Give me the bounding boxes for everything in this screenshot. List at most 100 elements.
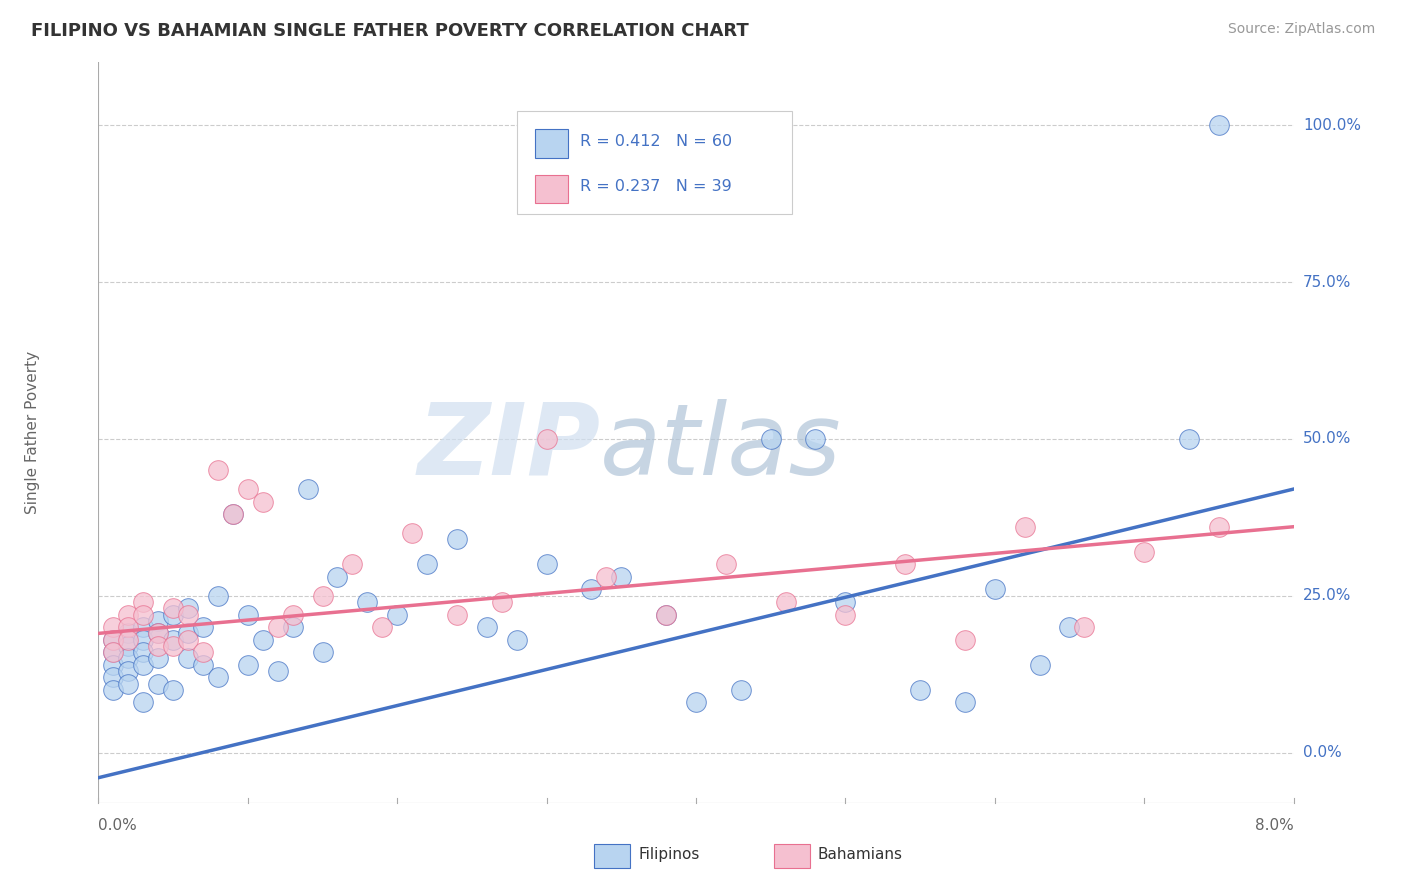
Point xyxy=(162,607,184,622)
Point xyxy=(177,651,200,665)
Text: R = 0.237   N = 39: R = 0.237 N = 39 xyxy=(581,179,731,194)
Point xyxy=(222,507,245,521)
Point xyxy=(267,664,290,678)
Point xyxy=(342,558,364,572)
Point xyxy=(475,620,498,634)
Point xyxy=(236,657,259,672)
FancyBboxPatch shape xyxy=(773,844,810,868)
Text: 75.0%: 75.0% xyxy=(1303,275,1351,290)
Point xyxy=(132,607,155,622)
Point xyxy=(775,595,797,609)
Point xyxy=(117,676,139,690)
FancyBboxPatch shape xyxy=(534,129,568,158)
Point xyxy=(117,632,139,647)
Point xyxy=(162,601,184,615)
Point xyxy=(191,657,214,672)
Point xyxy=(1133,545,1156,559)
Point xyxy=(446,607,468,622)
Point xyxy=(117,620,139,634)
Point xyxy=(207,463,229,477)
Point xyxy=(132,695,155,709)
Point xyxy=(207,589,229,603)
Point xyxy=(356,595,378,609)
Point xyxy=(401,526,423,541)
Point xyxy=(655,607,678,622)
Point xyxy=(177,601,200,615)
Text: FILIPINO VS BAHAMIAN SINGLE FATHER POVERTY CORRELATION CHART: FILIPINO VS BAHAMIAN SINGLE FATHER POVER… xyxy=(31,22,748,40)
Point xyxy=(177,632,200,647)
Point xyxy=(162,682,184,697)
Point xyxy=(103,645,125,659)
Point xyxy=(132,620,155,634)
Point xyxy=(132,632,155,647)
Point xyxy=(117,664,139,678)
Text: 25.0%: 25.0% xyxy=(1303,588,1351,603)
Point xyxy=(491,595,513,609)
Point xyxy=(834,595,856,609)
Point xyxy=(148,639,170,653)
Point xyxy=(148,651,170,665)
Point xyxy=(804,432,827,446)
Point xyxy=(714,558,737,572)
Point xyxy=(148,626,170,640)
Point xyxy=(446,533,468,547)
Point xyxy=(236,482,259,496)
Point xyxy=(162,632,184,647)
FancyBboxPatch shape xyxy=(534,175,568,202)
Point xyxy=(207,670,229,684)
Point xyxy=(506,632,529,647)
Point xyxy=(1059,620,1081,634)
Point xyxy=(132,657,155,672)
Point xyxy=(326,570,349,584)
FancyBboxPatch shape xyxy=(517,111,792,214)
Point xyxy=(267,620,290,634)
Point xyxy=(371,620,394,634)
Text: Source: ZipAtlas.com: Source: ZipAtlas.com xyxy=(1227,22,1375,37)
Point xyxy=(103,657,125,672)
Point xyxy=(759,432,782,446)
Point xyxy=(148,626,170,640)
Point xyxy=(222,507,245,521)
Point xyxy=(1208,118,1230,132)
Point xyxy=(894,558,917,572)
Point xyxy=(162,639,184,653)
Point xyxy=(297,482,319,496)
Point xyxy=(685,695,707,709)
Point xyxy=(1208,520,1230,534)
Point xyxy=(581,582,603,597)
Text: 0.0%: 0.0% xyxy=(1303,745,1341,760)
Point xyxy=(117,651,139,665)
Point xyxy=(281,620,304,634)
Text: Bahamians: Bahamians xyxy=(818,847,903,863)
Text: atlas: atlas xyxy=(600,399,842,496)
Point xyxy=(191,645,214,659)
Point xyxy=(984,582,1007,597)
Text: R = 0.412   N = 60: R = 0.412 N = 60 xyxy=(581,134,733,149)
Point xyxy=(536,558,558,572)
Point xyxy=(103,632,125,647)
Text: 50.0%: 50.0% xyxy=(1303,432,1351,446)
Point xyxy=(610,570,633,584)
Text: Filipinos: Filipinos xyxy=(638,847,700,863)
Point xyxy=(953,695,976,709)
Point xyxy=(252,494,274,508)
Point xyxy=(132,645,155,659)
Point xyxy=(103,632,125,647)
Point xyxy=(177,626,200,640)
Point xyxy=(908,682,931,697)
Point xyxy=(655,607,678,622)
Point xyxy=(148,676,170,690)
Point xyxy=(103,645,125,659)
Point xyxy=(191,620,214,634)
Point xyxy=(1073,620,1095,634)
Point xyxy=(1178,432,1201,446)
FancyBboxPatch shape xyxy=(595,844,630,868)
Point xyxy=(311,645,333,659)
Point xyxy=(1014,520,1036,534)
Text: 8.0%: 8.0% xyxy=(1254,819,1294,833)
Point xyxy=(595,570,617,584)
Point xyxy=(281,607,304,622)
Point xyxy=(536,432,558,446)
Point xyxy=(311,589,333,603)
Point xyxy=(730,682,752,697)
